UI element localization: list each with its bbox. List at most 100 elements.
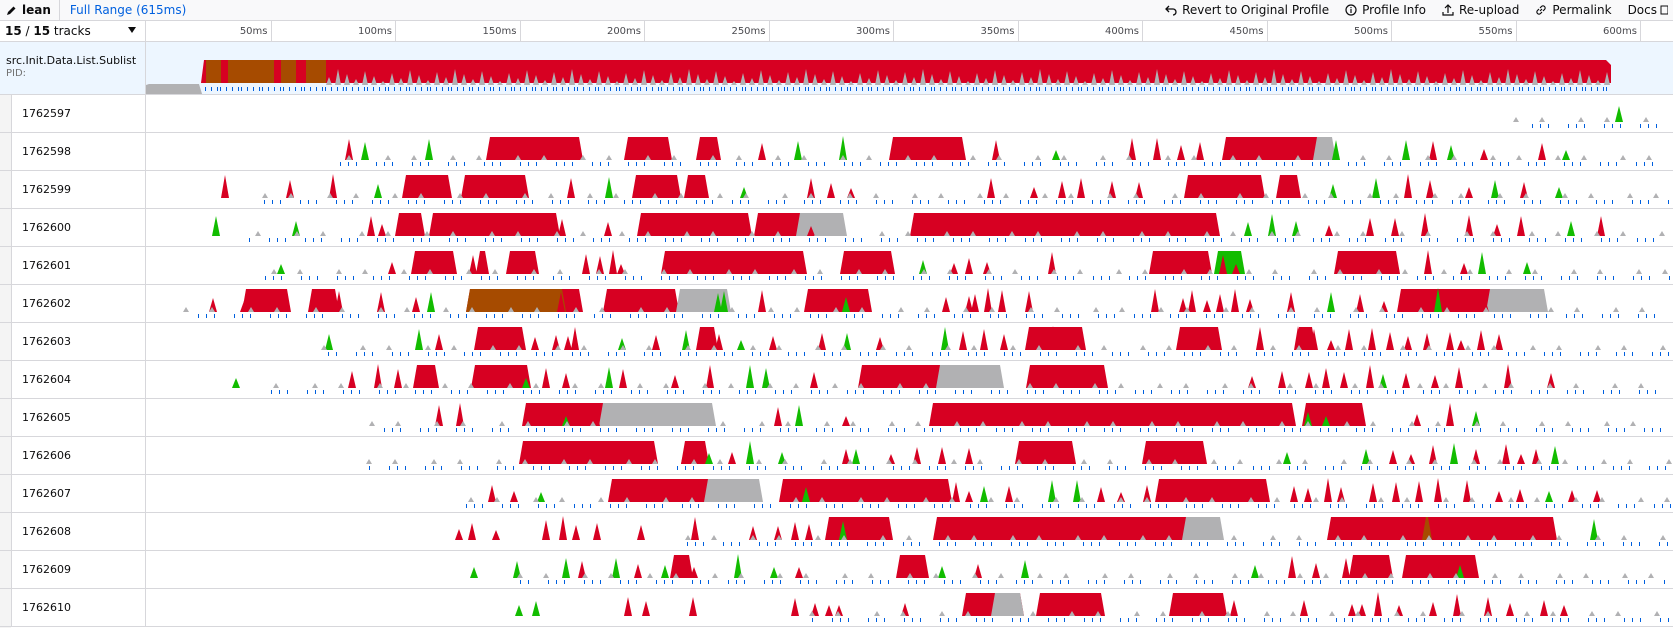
thread-label[interactable]: 1762600 — [11, 209, 146, 246]
thread-activity-graph[interactable] — [146, 437, 1673, 474]
sample-marker — [754, 314, 755, 318]
sample-marker — [1104, 428, 1105, 432]
sample-marker — [474, 504, 475, 508]
sample-marker — [1524, 618, 1525, 622]
thread-activity-graph[interactable] — [146, 209, 1673, 246]
sample-marker — [1284, 162, 1285, 166]
thread-track[interactable]: 1762608 — [0, 513, 1673, 551]
app-menu-button[interactable]: lean — [0, 0, 60, 20]
thread-label[interactable]: 1762607 — [11, 475, 146, 512]
process-idle-spike — [893, 80, 899, 85]
activity-spike — [1340, 372, 1348, 388]
thread-activity-graph[interactable] — [146, 323, 1673, 360]
sample-marker — [945, 466, 946, 470]
sample-marker — [1324, 200, 1325, 204]
thread-track[interactable]: 1762605 — [0, 399, 1673, 437]
thread-track[interactable]: 1762598 — [0, 133, 1673, 171]
idle-bump — [1534, 497, 1540, 502]
sample-marker — [1667, 542, 1668, 546]
idle-bump — [1516, 155, 1522, 160]
sample-marker — [768, 352, 769, 356]
sample-marker — [819, 390, 820, 394]
thread-track[interactable]: 1762599 — [0, 171, 1673, 209]
sample-marker — [759, 542, 760, 546]
process-marker — [919, 87, 920, 91]
thread-label[interactable]: 1762602 — [11, 285, 146, 322]
thread-label[interactable]: 1762603 — [11, 323, 146, 360]
reupload-button[interactable]: Re-upload — [1434, 0, 1527, 20]
thread-track[interactable]: 1762600 — [0, 209, 1673, 247]
sample-marker — [978, 504, 979, 508]
thread-activity-graph[interactable] — [146, 95, 1673, 132]
permalink-button[interactable]: Permalink — [1527, 0, 1619, 20]
thread-track[interactable]: 1762604 — [0, 361, 1673, 399]
process-activity-graph[interactable] — [146, 42, 1673, 94]
time-ruler[interactable]: 50ms 100ms 150ms 200ms 250ms 300ms 350ms 400ms 4… — [146, 21, 1673, 42]
sample-marker — [1489, 276, 1490, 280]
thread-label[interactable]: 1762606 — [11, 437, 146, 474]
thread-activity-graph[interactable] — [146, 171, 1673, 208]
sample-marker — [1166, 504, 1167, 508]
idle-bump — [906, 345, 912, 350]
thread-activity-graph[interactable] — [146, 513, 1673, 550]
thread-activity-graph[interactable] — [146, 589, 1673, 626]
sample-marker — [1458, 314, 1459, 318]
sample-marker — [935, 390, 936, 394]
thread-activity-graph[interactable] — [146, 133, 1673, 170]
thread-track[interactable]: 1762597 — [0, 95, 1673, 133]
sample-marker — [1544, 428, 1545, 432]
full-range-breadcrumb[interactable]: Full Range (615ms) — [69, 3, 187, 17]
sample-marker — [1132, 162, 1133, 166]
thread-activity-graph[interactable] — [146, 399, 1673, 436]
thread-label[interactable]: 1762605 — [11, 399, 146, 436]
thread-label[interactable]: 1762604 — [11, 361, 146, 398]
thread-activity-graph[interactable] — [146, 247, 1673, 284]
thread-track[interactable]: 1762603 — [0, 323, 1673, 361]
thread-label[interactable]: 1762598 — [11, 133, 146, 170]
thread-label[interactable]: 1762599 — [11, 171, 146, 208]
sample-marker — [1233, 466, 1234, 470]
idle-bump — [1361, 345, 1367, 350]
thread-track[interactable]: 1762601 — [0, 247, 1673, 285]
sample-marker — [300, 200, 301, 204]
thread-track[interactable]: 1762606 — [0, 437, 1673, 475]
process-marker — [1402, 87, 1403, 91]
track-count-selector[interactable]: 15 / 15 tracks — [0, 21, 146, 42]
sample-marker — [1610, 314, 1611, 318]
activity-spike — [500, 372, 508, 388]
thread-activity-graph[interactable] — [146, 361, 1673, 398]
process-label[interactable]: src.Init.Data.List.Sublist PID: — [0, 42, 146, 94]
idle-bump — [1622, 573, 1628, 578]
thread-label[interactable]: 1762597 — [11, 95, 146, 132]
thread-track[interactable]: 1762609 — [0, 551, 1673, 589]
sample-marker — [1064, 618, 1065, 622]
thread-track[interactable]: 1762610 — [0, 589, 1673, 627]
process-idle-spike — [1406, 79, 1412, 85]
thread-activity-graph[interactable] — [146, 285, 1673, 322]
process-idle-spike — [776, 80, 782, 85]
idle-bump — [977, 193, 983, 198]
thread-label[interactable]: 1762601 — [11, 247, 146, 284]
thread-activity-graph[interactable] — [146, 551, 1673, 588]
process-track[interactable]: src.Init.Data.List.Sublist PID: — [0, 42, 1673, 95]
thread-track[interactable]: 1762602 — [0, 285, 1673, 323]
sample-marker — [1468, 200, 1469, 204]
sample-marker — [516, 200, 517, 204]
thread-activity-graph[interactable] — [146, 475, 1673, 512]
revert-button[interactable]: Revert to Original Profile — [1157, 0, 1337, 20]
profile-info-button[interactable]: Profile Info — [1337, 0, 1434, 20]
idle-bump — [1269, 231, 1275, 236]
thread-label[interactable]: 1762609 — [11, 551, 146, 588]
sample-marker — [1665, 466, 1666, 470]
docs-button[interactable]: Docs — [1620, 0, 1673, 20]
thread-label[interactable]: 1762608 — [11, 513, 146, 550]
activity-spike — [805, 524, 813, 540]
sample-marker — [1402, 314, 1403, 318]
idle-bump — [1490, 231, 1496, 236]
sample-marker — [1201, 276, 1202, 280]
thread-track[interactable]: 1762607 — [0, 475, 1673, 513]
sample-marker — [1228, 618, 1229, 622]
sample-marker — [834, 504, 835, 508]
thread-label[interactable]: 1762610 — [11, 589, 146, 626]
sample-marker — [996, 428, 997, 432]
